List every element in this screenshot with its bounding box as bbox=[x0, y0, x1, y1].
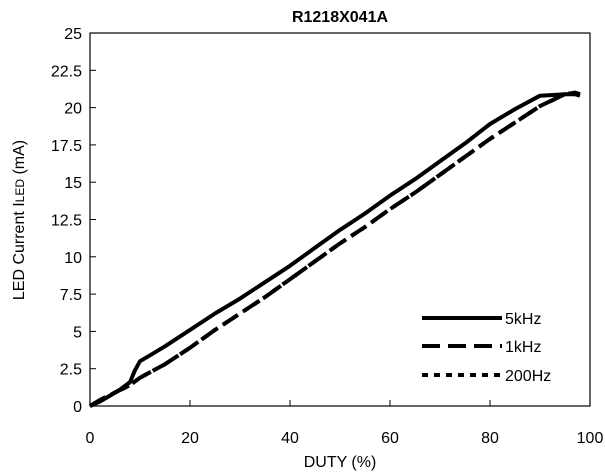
x-axis-label: DUTY (%) bbox=[304, 454, 377, 471]
y-tick-label: 20 bbox=[64, 101, 82, 118]
legend-label-200hz: 200Hz bbox=[505, 368, 551, 385]
y-tick-label: 5 bbox=[73, 324, 82, 341]
y-tick-label: 2.5 bbox=[60, 362, 82, 379]
series-line-5khz bbox=[89, 92, 581, 408]
x-tick-label: 100 bbox=[577, 430, 604, 447]
y-tick-label: 7.5 bbox=[60, 287, 82, 304]
x-axis-ticks: 0 20 40 60 80 100 bbox=[86, 400, 604, 447]
x-tick-label: 40 bbox=[281, 430, 299, 447]
legend-label-1khz: 1kHz bbox=[505, 339, 541, 356]
legend: 5kHz 1kHz 200Hz bbox=[418, 304, 566, 390]
y-tick-label: 10 bbox=[64, 250, 82, 267]
x-tick-label: 20 bbox=[181, 430, 199, 447]
chart-title: R1218X041A bbox=[292, 9, 389, 26]
x-tick-label: 0 bbox=[86, 430, 95, 447]
series-line-1khz bbox=[88, 90, 581, 408]
y-tick-label: 0 bbox=[73, 399, 82, 416]
legend-label-5khz: 5kHz bbox=[505, 311, 541, 328]
y-axis-label: LED Current ILED (mA) bbox=[11, 140, 28, 300]
y-axis-label-unit: (mA) bbox=[11, 140, 28, 179]
y-tick-label: 22.5 bbox=[51, 63, 82, 80]
y-axis-label-main: LED Current I bbox=[11, 202, 28, 300]
series-group bbox=[88, 90, 581, 408]
x-tick-label: 80 bbox=[481, 430, 499, 447]
y-tick-label: 25 bbox=[64, 26, 82, 43]
y-tick-label: 15 bbox=[64, 175, 82, 192]
y-axis-ticks: 0 2.5 5 7.5 10 12.5 15 17.5 20 22.5 25 bbox=[51, 26, 96, 416]
y-axis-label-sub: LED bbox=[13, 179, 27, 203]
x-tick-label: 60 bbox=[381, 430, 399, 447]
y-tick-label: 12.5 bbox=[51, 213, 82, 230]
series-line-200hz bbox=[88, 90, 581, 408]
y-tick-label: 17.5 bbox=[51, 138, 82, 155]
